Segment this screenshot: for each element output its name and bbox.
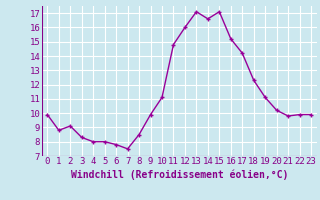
X-axis label: Windchill (Refroidissement éolien,°C): Windchill (Refroidissement éolien,°C)	[70, 169, 288, 180]
